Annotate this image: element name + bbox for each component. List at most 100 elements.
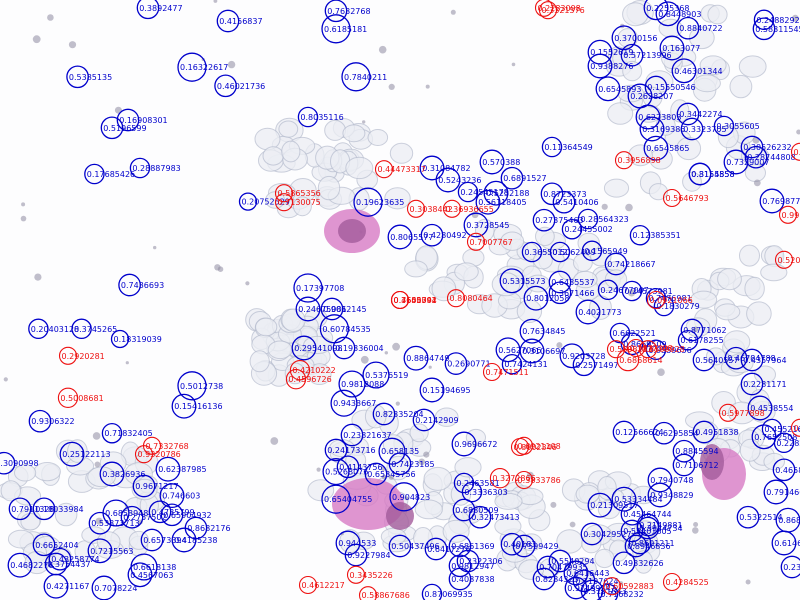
detection-score-label: 0.8002346	[514, 443, 557, 452]
detection: 0.8669509	[620, 332, 667, 356]
detection-circle-blue	[451, 431, 477, 457]
detection-score-label: 0.163077	[662, 44, 700, 53]
detection: 0.15416136	[171, 393, 223, 419]
cell-nucleus	[338, 219, 366, 243]
detection-score-label: 0.904823	[392, 493, 430, 502]
stain-speck	[627, 289, 636, 297]
detection-score-label: 0.5640557	[695, 356, 738, 365]
detection-circle-red	[602, 577, 622, 596]
detection-score-label: 0.5315573	[502, 277, 545, 286]
detection-score-label: 0.11364549	[544, 143, 592, 152]
detection-circle-blue	[132, 474, 156, 498]
stain-speck	[601, 203, 608, 210]
detection-circle-blue	[595, 76, 621, 102]
detection-score-label: 0.65404755	[324, 495, 372, 504]
detection-circle-blue	[387, 224, 413, 250]
detection-score-label: 0.7652508	[754, 433, 797, 442]
detection-circle-blue	[536, 555, 560, 579]
stain-speck	[569, 521, 576, 528]
stain-speck	[418, 458, 426, 466]
detection-score-label: 0.9388276	[590, 62, 633, 71]
detection: 0.5376519	[362, 361, 408, 389]
red-blood-cell	[254, 127, 281, 151]
detection: 0.8284323	[532, 567, 579, 591]
detection-score-label: 0.6295854	[655, 429, 698, 438]
detection-circle-blue	[692, 348, 716, 372]
detection: 0.6652404	[32, 533, 79, 557]
stain-speck	[47, 14, 54, 21]
detection-score-label: 0.19336004	[335, 344, 383, 353]
detection: 0.24455002	[561, 218, 613, 240]
detection: 0.28887983	[129, 157, 181, 179]
stain-speck	[428, 365, 432, 369]
detection: 0.7436693	[118, 273, 164, 297]
detection: 0.44473317	[374, 160, 426, 179]
detection-circle-blue	[120, 505, 144, 529]
detection-score-label: 0.7698773	[762, 197, 800, 206]
detection-score-label: 0.3038442	[410, 205, 453, 214]
detection-score-label: 0.6652404	[35, 541, 78, 550]
red-blood-cell	[494, 517, 522, 536]
detection: 0.8002346	[510, 437, 557, 457]
detection: 0.9388276	[587, 53, 633, 79]
detection-circle-blue	[736, 505, 760, 529]
detection: 0.9812947	[448, 554, 495, 578]
detection: 0.17685426	[84, 163, 135, 185]
detection: 0.6545865	[643, 135, 689, 161]
detection-circle-blue	[549, 241, 571, 263]
detection-circle-blue	[628, 531, 652, 555]
detection-score-label: 0.36936655	[446, 205, 494, 214]
detection: 0.7599429	[512, 534, 559, 558]
cell-nucleus	[386, 502, 414, 530]
detection: 0.3892477	[136, 0, 183, 20]
detection: 0.5008681	[57, 387, 104, 408]
detection: 0.50437496	[388, 534, 440, 558]
detection-score-label: 0.4271167	[46, 582, 89, 591]
detection: 0.904823	[389, 482, 430, 512]
detection-score-label: 0.8669509	[623, 340, 666, 349]
detection-circle-blue	[621, 280, 643, 302]
stain-speck	[692, 527, 699, 534]
detection: 0.4735799	[148, 500, 195, 524]
detection-score-label: 0.3745265	[74, 325, 117, 334]
detection: 0.3956898	[614, 151, 661, 170]
detection-circle-blue	[48, 547, 72, 571]
detection-score-label: 0.9696672	[454, 440, 497, 449]
detection: 0.4280492	[420, 223, 467, 247]
detection: 0.4682276	[7, 552, 53, 578]
detection-score-label: 0.53334484	[614, 495, 662, 504]
detection-score-label: 0.1552619	[590, 48, 633, 57]
red-blood-cell	[20, 513, 41, 531]
detection-circle-blue	[752, 17, 776, 41]
detection: 0.30526232	[740, 135, 792, 159]
detection: 0.7106712	[672, 453, 719, 477]
detection-score-label: 0.6417276	[427, 545, 470, 554]
detection-score-label: 0.7940748	[650, 476, 693, 485]
red-blood-cell	[54, 502, 78, 527]
detection-score-label: 0.7436693	[121, 281, 164, 290]
detection-score-label: 0.19623635	[356, 198, 404, 207]
detection-score-label: 0.7078224	[94, 584, 137, 593]
detection-circle-blue	[435, 167, 461, 193]
detection-circle-blue	[322, 458, 350, 486]
detection-score-label: 0.2920281	[62, 352, 105, 361]
detection: 0.5865356	[274, 184, 321, 203]
detection-circle-blue	[324, 0, 348, 23]
red-blood-cell	[454, 457, 482, 478]
detection-score-label: 0.9348829	[650, 491, 693, 500]
detection-score-label: 0.71832405	[104, 429, 152, 438]
detection: 0.6545893	[595, 76, 641, 102]
detection-circle-red	[718, 403, 738, 422]
detection-circle-red	[614, 151, 634, 170]
detection: 0.2283098	[534, 0, 581, 17]
detection-circle-red	[616, 348, 640, 372]
detection-score-label: 0.8154858	[691, 170, 734, 179]
detection-circle-blue	[444, 352, 468, 375]
red-blood-cell	[96, 531, 121, 553]
red-blood-cell	[717, 268, 742, 291]
detection-circle-blue	[587, 492, 613, 518]
detection: 0.3745265	[71, 318, 117, 340]
detection: 0.9203728	[559, 343, 605, 369]
